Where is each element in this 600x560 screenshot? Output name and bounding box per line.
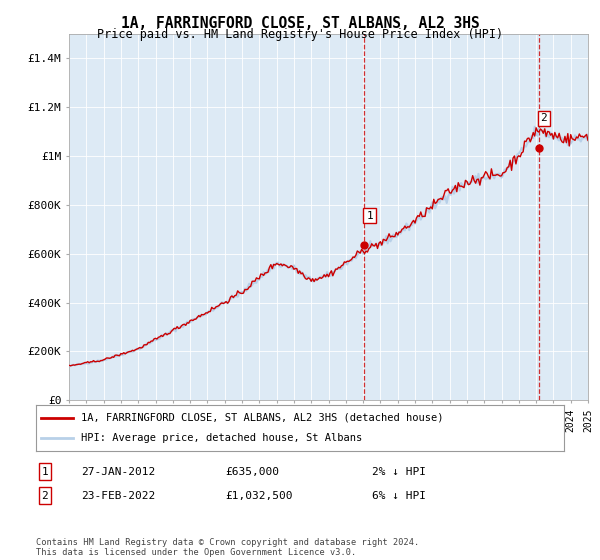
Text: 1A, FARRINGFORD CLOSE, ST ALBANS, AL2 3HS: 1A, FARRINGFORD CLOSE, ST ALBANS, AL2 3H…	[121, 16, 479, 31]
Text: 23-FEB-2022: 23-FEB-2022	[81, 491, 155, 501]
Text: Contains HM Land Registry data © Crown copyright and database right 2024.
This d: Contains HM Land Registry data © Crown c…	[36, 538, 419, 557]
Text: 27-JAN-2012: 27-JAN-2012	[81, 466, 155, 477]
Text: 6% ↓ HPI: 6% ↓ HPI	[372, 491, 426, 501]
Text: £635,000: £635,000	[225, 466, 279, 477]
Text: 1: 1	[366, 211, 373, 221]
Text: Price paid vs. HM Land Registry's House Price Index (HPI): Price paid vs. HM Land Registry's House …	[97, 28, 503, 41]
Text: 1A, FARRINGFORD CLOSE, ST ALBANS, AL2 3HS (detached house): 1A, FARRINGFORD CLOSE, ST ALBANS, AL2 3H…	[81, 413, 443, 423]
Text: 2: 2	[41, 491, 49, 501]
Text: 2% ↓ HPI: 2% ↓ HPI	[372, 466, 426, 477]
Text: £1,032,500: £1,032,500	[225, 491, 293, 501]
Text: HPI: Average price, detached house, St Albans: HPI: Average price, detached house, St A…	[81, 433, 362, 443]
Text: 1: 1	[41, 466, 49, 477]
Text: 2: 2	[541, 114, 547, 123]
